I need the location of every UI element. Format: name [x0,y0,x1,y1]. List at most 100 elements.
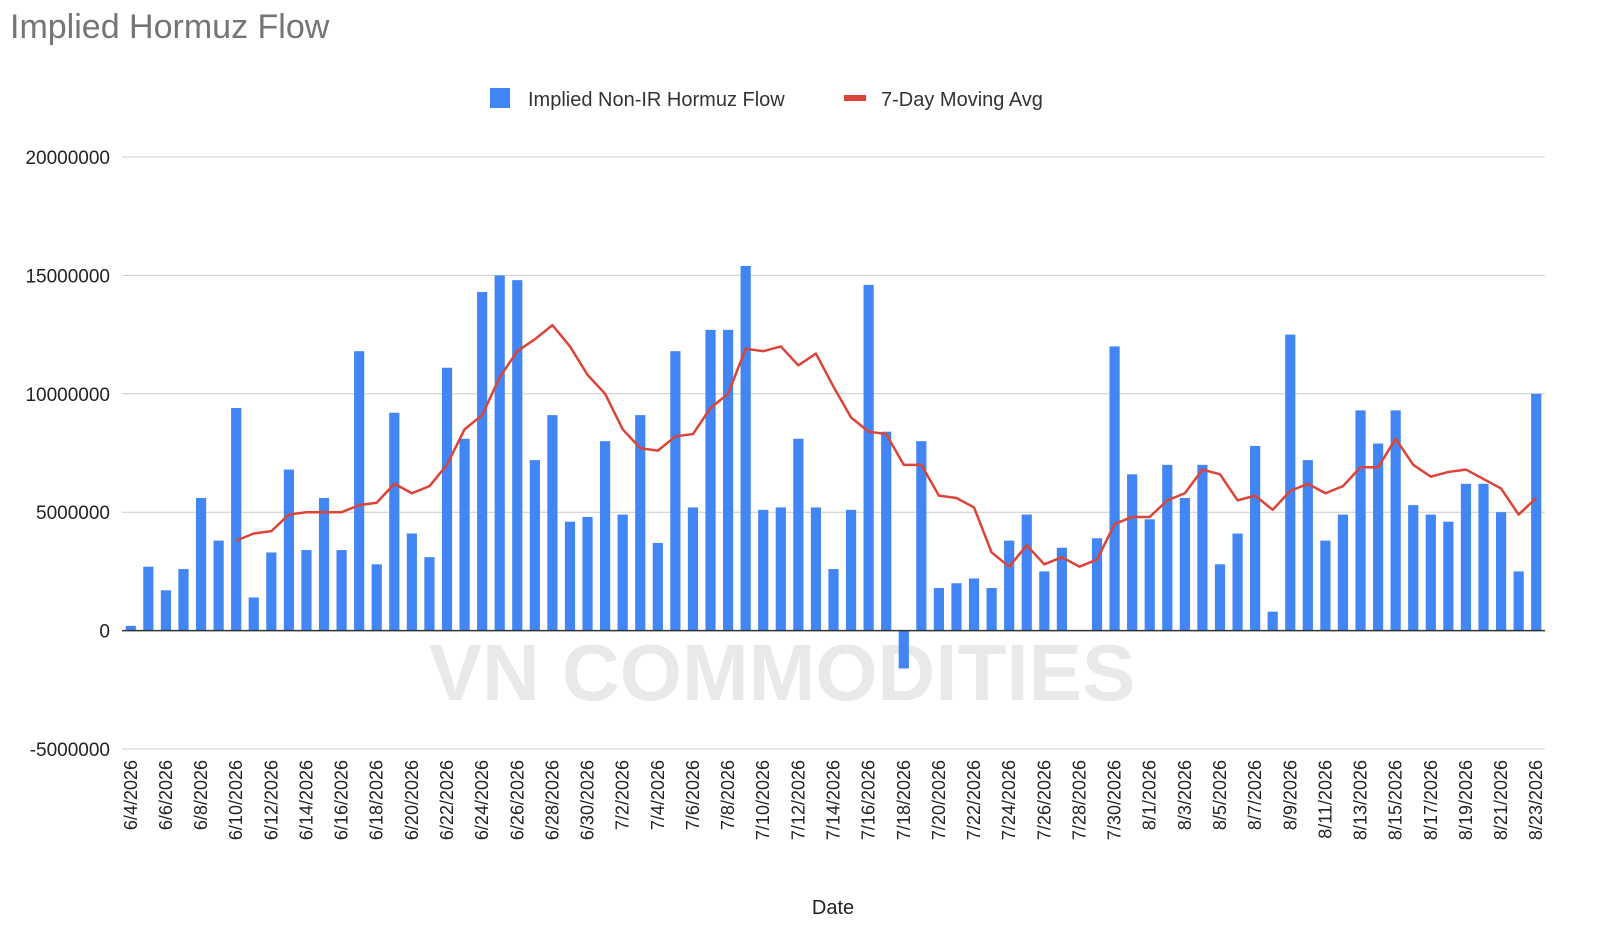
x-tick-label: 6/12/2026 [261,760,281,840]
bar [1460,483,1472,631]
bar [266,552,277,631]
bar [916,441,927,631]
x-axis-ticks: 6/4/2026 6/6/2026 6/8/2026 6/10/2026 6/12/20… [121,760,1546,840]
x-tick-label: 8/21/2026 [1491,760,1511,840]
bar [758,509,769,631]
x-tick-label: 8/5/2026 [1210,760,1230,830]
bar [424,557,435,631]
bar [564,521,576,631]
bar [1320,540,1331,631]
x-tick-label: 6/26/2026 [507,760,527,840]
x-tick-label: 6/20/2026 [402,760,422,840]
x-tick-label: 7/10/2026 [753,760,773,840]
bar [1162,464,1173,631]
x-tick-label: 8/1/2026 [1140,760,1160,830]
bar [441,367,453,631]
bar [1495,512,1507,631]
watermark-text: VN COMMODITIES [429,628,1136,717]
bar [1302,460,1313,631]
x-tick-label: 8/17/2026 [1421,760,1441,840]
bar [1232,533,1243,631]
x-tick-label: 7/8/2026 [718,760,738,830]
x-tick-label: 7/16/2026 [859,760,879,840]
bar [547,415,558,631]
y-tick-label: 5000000 [36,503,110,524]
bar [986,587,997,631]
x-tick-label: 6/10/2026 [226,760,246,840]
y-axis-ticks: 20000000 15000000 10000000 5000000 0 -5000000 [25,148,110,761]
bar [1267,611,1278,631]
x-tick-label: 8/11/2026 [1315,760,1335,839]
bar [143,566,154,631]
bar [178,569,189,631]
legend-label-bars: Implied Non-IR Hormuz Flow [528,89,785,111]
x-tick-label: 6/16/2026 [332,760,352,840]
bar [231,408,242,631]
bar [1285,334,1296,631]
x-tick-label: 6/4/2026 [121,760,141,830]
bar [1021,514,1032,631]
bar [1373,443,1384,631]
bar [845,509,857,631]
x-tick-label: 8/13/2026 [1351,760,1371,840]
x-axis-title: Date [812,897,854,919]
bar [1425,514,1436,631]
x-tick-label: 7/6/2026 [683,760,703,830]
bar [389,412,400,631]
bar [617,514,628,631]
bar [477,291,488,631]
bar [1390,410,1401,631]
bar [195,497,207,631]
y-tick-label: 15000000 [25,266,110,287]
legend-label-line: 7-Day Moving Avg [881,89,1043,111]
x-tick-label: 8/3/2026 [1175,760,1195,830]
bar [1443,521,1454,631]
x-tick-label: 8/15/2026 [1386,760,1406,840]
bar [459,438,470,631]
bar [301,550,312,631]
x-tick-label: 7/30/2026 [1105,760,1125,840]
watermark: VN COMMODITIES [429,628,1136,717]
bar [1408,505,1419,631]
y-tick-label: 20000000 [25,148,110,169]
x-tick-label: 8/7/2026 [1245,760,1265,830]
bar [248,597,259,631]
bar [1004,540,1015,631]
bar [1056,547,1067,631]
bar [1127,474,1138,631]
bar [1337,514,1349,631]
bar [371,564,382,631]
bar [1478,483,1489,631]
bar [687,507,699,631]
x-tick-label: 7/22/2026 [964,760,984,840]
x-tick-label: 6/24/2026 [472,760,492,840]
x-tick-label: 6/14/2026 [296,760,316,840]
bar [529,460,540,631]
bar [160,590,172,631]
y-tick-label: 0 [99,622,110,643]
bar [933,587,944,631]
bar [336,550,347,631]
bar [318,497,330,631]
bar [1214,564,1226,631]
bar [635,415,646,631]
legend-swatch-line [844,95,866,101]
x-tick-label: 7/28/2026 [1069,760,1089,840]
x-tick-label: 6/30/2026 [578,760,598,840]
bar [283,469,294,631]
bar [600,441,611,631]
x-tick-label: 8/23/2026 [1526,760,1546,840]
chart-title: Implied Hormuz Flow [10,8,330,46]
bar [828,569,839,631]
bar [881,431,892,631]
bar [740,265,751,631]
x-tick-label: 7/4/2026 [648,760,668,830]
bar [968,578,980,631]
x-tick-label: 7/14/2026 [824,760,844,840]
bar [1250,445,1261,631]
x-tick-label: 7/2/2026 [613,760,633,830]
bar [213,540,224,631]
bar [898,630,909,669]
x-tick-label: 8/19/2026 [1456,760,1476,840]
